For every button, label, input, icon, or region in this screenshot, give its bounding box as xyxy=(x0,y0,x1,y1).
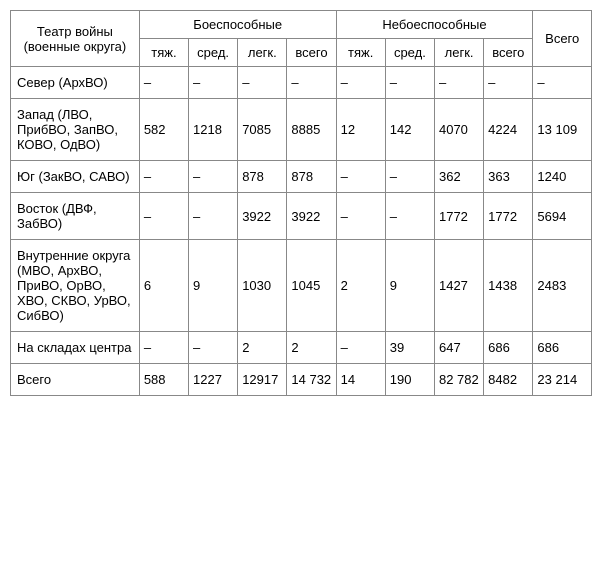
cell-g2_light: 1772 xyxy=(434,193,483,240)
cell-g1_light: 878 xyxy=(238,161,287,193)
header-g2-heavy: тяж. xyxy=(336,39,385,67)
cell-g2_total: 686 xyxy=(484,332,533,364)
cell-total: 13 109 xyxy=(533,99,592,161)
cell-g1_total: 2 xyxy=(287,332,336,364)
cell-total: 1240 xyxy=(533,161,592,193)
cell-theater: Север (АрхВО) xyxy=(11,67,140,99)
cell-g2_medium: 9 xyxy=(385,240,434,332)
cell-theater: Внутренние округа (МВО, АрхВО, ПриВО, Ор… xyxy=(11,240,140,332)
cell-g2_medium: 142 xyxy=(385,99,434,161)
cell-g2_light: 647 xyxy=(434,332,483,364)
cell-g1_total: 3922 xyxy=(287,193,336,240)
cell-g1_light: – xyxy=(238,67,287,99)
cell-g1_light: 1030 xyxy=(238,240,287,332)
cell-g1_total: – xyxy=(287,67,336,99)
military-table: Театр войны (военные округа) Боеспособны… xyxy=(10,10,592,396)
cell-g2_total: 4224 xyxy=(484,99,533,161)
cell-g1_medium: 1218 xyxy=(189,99,238,161)
table-row: Запад (ЛВО, ПрибВО, ЗапВО, КОВО, ОдВО)58… xyxy=(11,99,592,161)
cell-g2_light: – xyxy=(434,67,483,99)
cell-g1_total: 878 xyxy=(287,161,336,193)
cell-g2_light: 362 xyxy=(434,161,483,193)
cell-g1_light: 2 xyxy=(238,332,287,364)
table-row: Внутренние округа (МВО, АрхВО, ПриВО, Ор… xyxy=(11,240,592,332)
cell-g1_light: 3922 xyxy=(238,193,287,240)
table-row: На складах центра––22–39647686686 xyxy=(11,332,592,364)
cell-g2_medium: – xyxy=(385,193,434,240)
cell-g1_heavy: 582 xyxy=(139,99,188,161)
cell-theater: Запад (ЛВО, ПрибВО, ЗапВО, КОВО, ОдВО) xyxy=(11,99,140,161)
cell-g2_medium: – xyxy=(385,67,434,99)
cell-total: 2483 xyxy=(533,240,592,332)
cell-g2_total: 363 xyxy=(484,161,533,193)
table-row: Всего58812271291714 7321419082 782848223… xyxy=(11,364,592,396)
cell-g1_medium: 9 xyxy=(189,240,238,332)
cell-g2_light: 4070 xyxy=(434,99,483,161)
cell-g2_heavy: 12 xyxy=(336,99,385,161)
cell-g2_medium: 39 xyxy=(385,332,434,364)
cell-g1_heavy: – xyxy=(139,67,188,99)
cell-g2_medium: 190 xyxy=(385,364,434,396)
table-row: Север (АрхВО)––––––––– xyxy=(11,67,592,99)
header-g1-light: легк. xyxy=(238,39,287,67)
cell-g1_medium: – xyxy=(189,161,238,193)
cell-g2_medium: – xyxy=(385,161,434,193)
cell-theater: Восток (ДВФ, ЗабВО) xyxy=(11,193,140,240)
table-row: Юг (ЗакВО, САВО)––878878––3623631240 xyxy=(11,161,592,193)
cell-g2_heavy: 2 xyxy=(336,240,385,332)
cell-g1_medium: – xyxy=(189,332,238,364)
cell-g1_light: 7085 xyxy=(238,99,287,161)
header-g2-subtotal: всего xyxy=(484,39,533,67)
cell-g2_heavy: – xyxy=(336,332,385,364)
cell-g2_total: 8482 xyxy=(484,364,533,396)
cell-g1_light: 12917 xyxy=(238,364,287,396)
header-g1-subtotal: всего xyxy=(287,39,336,67)
cell-total: 686 xyxy=(533,332,592,364)
cell-g2_light: 1427 xyxy=(434,240,483,332)
header-g1-heavy: тяж. xyxy=(139,39,188,67)
cell-g2_total: 1438 xyxy=(484,240,533,332)
cell-g1_heavy: – xyxy=(139,161,188,193)
cell-g1_heavy: 588 xyxy=(139,364,188,396)
cell-g2_heavy: – xyxy=(336,193,385,240)
cell-theater: Всего xyxy=(11,364,140,396)
cell-g1_medium: 1227 xyxy=(189,364,238,396)
header-group2: Небоеспособные xyxy=(336,11,533,39)
header-total: Всего xyxy=(533,11,592,67)
header-theater: Театр войны (военные округа) xyxy=(11,11,140,67)
cell-theater: Юг (ЗакВО, САВО) xyxy=(11,161,140,193)
cell-g1_heavy: 6 xyxy=(139,240,188,332)
table-header: Театр войны (военные округа) Боеспособны… xyxy=(11,11,592,67)
cell-g1_heavy: – xyxy=(139,193,188,240)
cell-g2_total: – xyxy=(484,67,533,99)
cell-g2_heavy: 14 xyxy=(336,364,385,396)
cell-g1_total: 1045 xyxy=(287,240,336,332)
header-g2-medium: сред. xyxy=(385,39,434,67)
cell-total: 5694 xyxy=(533,193,592,240)
cell-theater: На складах центра xyxy=(11,332,140,364)
cell-g1_medium: – xyxy=(189,193,238,240)
cell-total: 23 214 xyxy=(533,364,592,396)
cell-g2_light: 82 782 xyxy=(434,364,483,396)
table-row: Восток (ДВФ, ЗабВО)––39223922––177217725… xyxy=(11,193,592,240)
cell-g1_medium: – xyxy=(189,67,238,99)
cell-g2_total: 1772 xyxy=(484,193,533,240)
cell-g1_total: 8885 xyxy=(287,99,336,161)
table-body: Север (АрхВО)–––––––––Запад (ЛВО, ПрибВО… xyxy=(11,67,592,396)
header-group1: Боеспособные xyxy=(139,11,336,39)
cell-g1_total: 14 732 xyxy=(287,364,336,396)
cell-g2_heavy: – xyxy=(336,67,385,99)
cell-g2_heavy: – xyxy=(336,161,385,193)
header-g1-medium: сред. xyxy=(189,39,238,67)
cell-total: – xyxy=(533,67,592,99)
header-g2-light: легк. xyxy=(434,39,483,67)
cell-g1_heavy: – xyxy=(139,332,188,364)
